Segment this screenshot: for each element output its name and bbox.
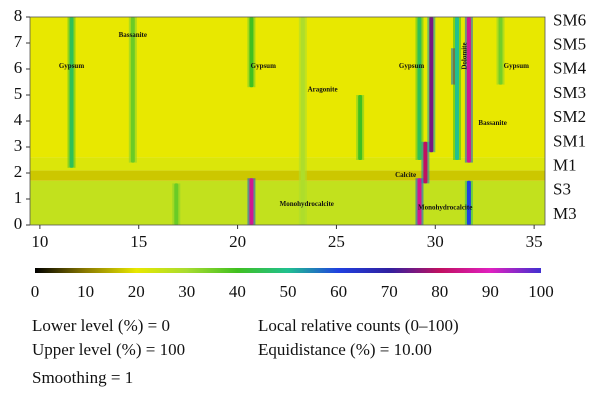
peak	[130, 17, 135, 163]
y-tick-label: 0	[14, 214, 23, 233]
annotation: Calcite	[395, 171, 416, 179]
plot-area	[30, 17, 545, 225]
colorbar	[35, 268, 541, 273]
y-tick-label: 3	[14, 136, 23, 155]
annotation: Gypsum	[399, 62, 424, 70]
peak	[417, 178, 422, 225]
peak	[300, 17, 305, 225]
peak	[466, 180, 471, 225]
x-tick-label: 30	[427, 232, 444, 251]
annotation: Monohydrocalcite	[280, 200, 334, 208]
y-tick-label: 2	[14, 162, 23, 181]
colorbar-tick-label: 20	[128, 282, 145, 301]
colorbar-tick-label: 70	[381, 282, 398, 301]
x-tick-label: 20	[229, 232, 246, 251]
y-tick-label: 5	[14, 84, 23, 103]
annotation: Aragonite	[308, 85, 338, 93]
note: Upper level (%) = 100	[32, 340, 185, 359]
row-label: SM1	[553, 131, 586, 150]
row-label: SM4	[553, 59, 587, 78]
annotation: Gypsum	[251, 62, 276, 70]
peak	[466, 17, 471, 163]
colorbar-tick-label: 40	[229, 282, 246, 301]
peak	[249, 17, 254, 88]
annotation: Gypsum	[59, 62, 84, 70]
peak	[249, 178, 254, 225]
peak	[423, 141, 428, 184]
note: Equidistance (%) = 10.00	[258, 340, 432, 359]
colorbar-tick-label: 90	[482, 282, 499, 301]
colorbar-tick-label: 10	[77, 282, 94, 301]
annotation: Bassanite	[478, 119, 506, 127]
colorbar-tick-label: 100	[528, 282, 554, 301]
row-label: SM5	[553, 35, 586, 54]
row-label: SM3	[553, 83, 586, 102]
peak	[174, 183, 179, 225]
row-label: SM2	[553, 107, 586, 126]
row-label: SM6	[553, 10, 586, 29]
annotation: Monohydrocalcite	[418, 204, 472, 212]
peak	[417, 17, 422, 160]
row-label: M3	[553, 204, 577, 223]
y-tick-label: 8	[14, 6, 23, 25]
y-tick-label: 4	[14, 110, 23, 129]
annotation: Bassanite	[119, 31, 147, 39]
x-tick-label: 35	[526, 232, 543, 251]
row-label: S3	[553, 180, 571, 199]
background-band	[30, 170, 545, 181]
peak	[429, 17, 434, 153]
x-tick-label: 25	[328, 232, 345, 251]
peak	[498, 17, 503, 85]
peak	[69, 17, 74, 168]
annotation: Gypsum	[504, 62, 529, 70]
background-band	[30, 157, 545, 171]
row-label: M1	[553, 156, 577, 175]
colorbar-tick-label: 0	[31, 282, 40, 301]
x-tick-label: 15	[130, 232, 147, 251]
colorbar-tick-label: 30	[178, 282, 195, 301]
note: Smoothing = 1	[32, 368, 133, 387]
note: Local relative counts (0–100)	[258, 316, 459, 335]
peak	[455, 17, 460, 160]
y-tick-label: 6	[14, 58, 23, 77]
note: Lower level (%) = 0	[32, 316, 170, 335]
y-tick-label: 1	[14, 188, 23, 207]
x-tick-label: 10	[31, 232, 48, 251]
colorbar-tick-label: 80	[431, 282, 448, 301]
colorbar-tick-label: 50	[280, 282, 297, 301]
colorbar-tick-label: 60	[330, 282, 347, 301]
background-band	[30, 180, 545, 225]
annotation: Dolomite	[461, 42, 469, 69]
peak	[358, 95, 363, 160]
y-tick-label: 7	[14, 32, 23, 51]
